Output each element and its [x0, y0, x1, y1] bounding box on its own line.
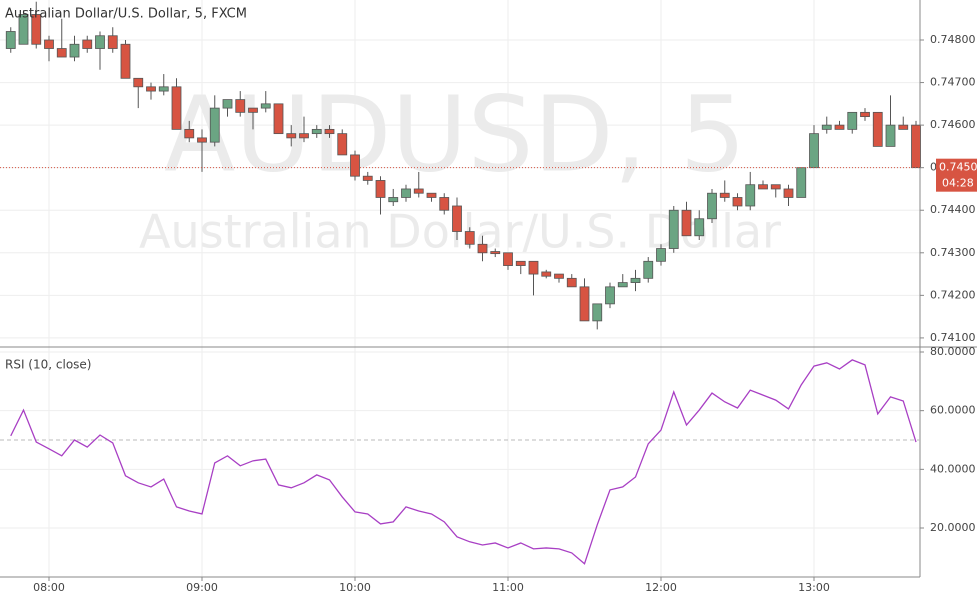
candle-body: [821, 124, 832, 130]
candle-body: [503, 252, 513, 266]
countdown-label: 04:28: [942, 177, 974, 190]
y-tick-label: 0.74100: [930, 331, 976, 344]
candle-body: [770, 184, 781, 190]
candle-body: [490, 251, 501, 255]
x-tick-label: 09:00: [186, 581, 218, 594]
candle-body: [732, 197, 743, 207]
candle-body: [69, 43, 80, 58]
candle-body: [107, 35, 118, 49]
y-tick-label: 60.0000: [930, 404, 976, 417]
candle-body: [809, 133, 819, 169]
candle-body: [566, 277, 577, 288]
grid: [0, 0, 920, 577]
candle-body: [95, 35, 105, 49]
candle-body: [299, 133, 309, 139]
candle-body: [847, 111, 858, 130]
x-tick-label: 13:00: [798, 581, 830, 594]
candle-body: [745, 184, 756, 207]
candle-body: [362, 175, 373, 181]
candle-body: [758, 184, 768, 190]
last-price-box: [936, 158, 977, 192]
y-tick-label: 80.0000: [930, 345, 976, 358]
candle-body: [439, 197, 450, 211]
candle-body: [911, 124, 921, 169]
candle-body: [133, 77, 144, 88]
candle-body: [872, 111, 883, 147]
y-tick-label: 20.0000: [930, 521, 976, 534]
candle-body: [860, 111, 870, 118]
candle-body: [235, 99, 246, 113]
candle-body: [311, 128, 322, 135]
candle-body: [209, 107, 220, 143]
candle-body: [350, 154, 360, 177]
candle-body: [617, 282, 628, 288]
candle-body: [388, 197, 399, 203]
candle-body: [337, 133, 348, 156]
x-tick-label: 08:00: [33, 581, 65, 594]
candle-body: [452, 205, 462, 232]
candle-body: [184, 128, 195, 139]
candle-body: [273, 103, 284, 135]
x-tick-label: 10:00: [339, 581, 371, 594]
candle-body: [171, 86, 182, 130]
rsi-title: RSI (10, close): [5, 358, 91, 372]
candle-body: [681, 209, 692, 237]
candle-body: [656, 248, 666, 262]
candle-body: [592, 303, 603, 322]
y-tick-label: 0.74400: [930, 203, 976, 216]
candle-body: [707, 192, 717, 220]
candle-body: [477, 243, 488, 254]
candle-body: [605, 286, 615, 305]
plot: [0, 1, 921, 565]
candle-body: [643, 260, 654, 279]
candle-body: [579, 286, 590, 322]
candle-body: [120, 43, 131, 79]
candle-body: [528, 260, 539, 275]
candle-body: [464, 231, 475, 245]
candle-body: [796, 167, 807, 198]
candle-body: [324, 128, 335, 135]
candle-body: [541, 271, 552, 277]
y-tick-label: 0.74700: [930, 76, 976, 89]
candle-body: [222, 99, 233, 109]
watermark-symbol: AUDUSD, 5: [164, 73, 746, 195]
candle-body: [413, 188, 424, 194]
candle-body: [260, 103, 271, 109]
x-tick-label: 12:00: [645, 581, 677, 594]
candle-body: [56, 48, 67, 58]
candle-body: [719, 192, 730, 198]
candle-body: [694, 218, 705, 237]
rsi-line: [10, 359, 917, 565]
y-tick-label: 0.74200: [930, 288, 976, 301]
x-tick-label: 11:00: [492, 581, 524, 594]
candle-body: [31, 14, 42, 45]
candle-body: [286, 133, 297, 139]
candle-body: [158, 86, 169, 92]
candle-body: [515, 260, 526, 266]
candle-body: [554, 273, 564, 279]
candle-body: [5, 31, 16, 49]
chart-title: Australian Dollar/U.S. Dollar, 5, FXCM: [5, 7, 247, 22]
y-tick-label: 40.0000: [930, 462, 976, 475]
candle-body: [783, 188, 794, 198]
candle-body: [248, 107, 258, 113]
candle-body: [426, 192, 437, 198]
candle-body: [834, 124, 845, 130]
candle-body: [82, 39, 93, 49]
y-tick-label: 0.74800: [930, 33, 976, 46]
candle-body: [401, 188, 411, 198]
candle-body: [885, 124, 896, 147]
candle-body: [146, 86, 156, 92]
candle-body: [197, 137, 207, 143]
candle-body: [375, 180, 386, 198]
candle-body: [18, 14, 29, 45]
candle-body: [898, 124, 909, 130]
y-tick-label: 0.74600: [930, 118, 976, 131]
candle-body: [668, 209, 679, 249]
y-tick-label: 0.74300: [930, 246, 976, 259]
candle-body: [44, 39, 54, 49]
candle-body: [630, 277, 641, 283]
